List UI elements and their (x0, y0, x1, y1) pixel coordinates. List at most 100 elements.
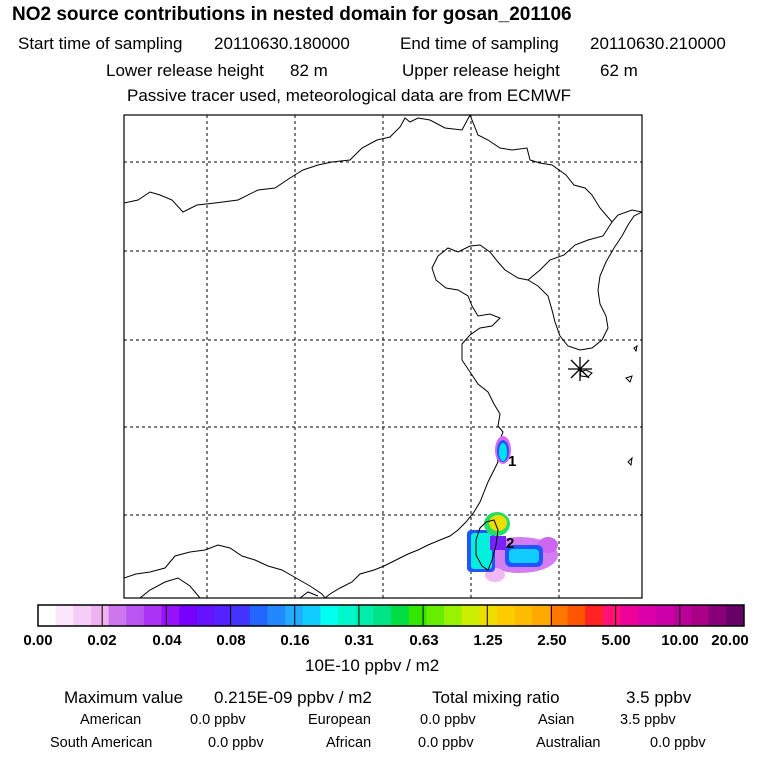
colorbar-swatch (532, 605, 551, 626)
colorbar-swatch (585, 605, 604, 626)
colorbar-swatch (655, 605, 674, 626)
colorbar-swatch (355, 605, 374, 626)
asterisk-icon (568, 357, 592, 381)
colorbar-level-label: 0.02 (87, 632, 117, 649)
upper-release-value: 62 m (600, 61, 638, 80)
colorbar-swatch (90, 605, 110, 626)
colorbar-level-label: 10.00 (661, 632, 699, 649)
colorbar-swatch (320, 605, 339, 626)
region-value: 3.5 ppbv (620, 712, 676, 728)
colorbar-swatch (373, 605, 392, 626)
colorbar-level-label: 0.16 (280, 632, 310, 649)
mongolia-border (124, 115, 471, 213)
plot-title: NO2 source contributions in nested domai… (12, 4, 572, 25)
colorbar-swatch (479, 605, 498, 626)
colorbar-swatch (232, 605, 251, 626)
colorbar-swatch (549, 605, 568, 626)
colorbar-swatch (55, 605, 74, 626)
colorbar-swatch (302, 605, 321, 626)
colorbar-swatch (214, 605, 233, 626)
laos-border (139, 577, 201, 598)
lower-release-label: Lower release height (106, 61, 264, 80)
start-time-value: 20110630.180000 (214, 34, 350, 53)
colorbar-level-label: 0.31 (344, 632, 374, 649)
colorbar-swatch (620, 605, 639, 626)
plume-2-east-core (509, 549, 539, 563)
taiwan-outline-overlay (475, 519, 499, 571)
colorbar-swatch (161, 605, 180, 626)
plume-1-core (499, 443, 507, 461)
coastlines (124, 115, 642, 598)
max-value-label: Maximum value (64, 688, 184, 707)
colorbar-unit: 10E-10 ppbv / m2 (305, 656, 440, 675)
end-time-label: End time of sampling (400, 34, 559, 53)
colorbar-swatch (249, 605, 268, 626)
end-time-value: 20110630.210000 (590, 34, 726, 53)
region-name: African (326, 735, 372, 751)
upper-release-label: Upper release height (402, 61, 560, 80)
colorbar-swatch (38, 605, 57, 626)
colorbar (38, 605, 745, 626)
colorbar-swatch (602, 605, 621, 626)
region-name: European (308, 712, 371, 728)
colorbar-level-label: 2.50 (537, 632, 567, 649)
map-frame (123, 114, 643, 599)
graticule (124, 115, 642, 598)
colorbar-swatch (426, 605, 445, 626)
start-time-label: Start time of sampling (18, 34, 183, 53)
colorbar-swatch (73, 605, 92, 626)
colorbar-swatch (443, 605, 463, 626)
tracer-note: Passive tracer used, meteorological data… (127, 86, 572, 105)
colorbar-swatch (708, 605, 727, 626)
region-name: Australian (536, 735, 601, 751)
colorbar-swatch (496, 605, 516, 626)
total-mixing-value: 3.5 ppbv (626, 688, 692, 707)
region-name: South American (50, 735, 153, 751)
colorbar-swatch (726, 605, 745, 626)
bohai-coast (324, 244, 529, 598)
source-label-2: 2 (506, 535, 514, 552)
colorbar-swatch (408, 605, 427, 626)
plume-2-north-core (489, 515, 507, 531)
lower-release-value: 82 m (290, 61, 328, 80)
plume-2-west-core (471, 533, 492, 569)
colorbar-level-label: 20.00 (711, 632, 749, 649)
china-vietnam-border (124, 544, 326, 598)
hainan-coast (299, 591, 319, 598)
colorbar-swatch (126, 605, 145, 626)
colorbar-swatch (338, 605, 357, 626)
region-name: Asian (538, 712, 575, 728)
japan-islets (625, 344, 638, 467)
map-area: 1 2 (124, 115, 642, 598)
colorbar-level-label: 0.08 (216, 632, 246, 649)
colorbar-swatch (179, 605, 198, 626)
region-value: 0.0 ppbv (420, 712, 476, 728)
colorbar-swatch (143, 605, 163, 626)
colorbar-swatch (461, 605, 480, 626)
manchuria-border (469, 115, 642, 223)
colorbar-swatch (196, 605, 215, 626)
colorbar-swatch (638, 605, 657, 626)
china-korea-border (527, 221, 613, 281)
colorbar-level-label: 0.00 (23, 632, 53, 649)
colorbar-swatch (567, 605, 586, 626)
colorbar-swatch (514, 605, 533, 626)
region-name: American (80, 712, 142, 728)
colorbar-swatch (673, 605, 692, 626)
colorbar-swatch (691, 605, 710, 626)
plumes (467, 436, 558, 582)
colorbar-level-label: 0.04 (152, 632, 182, 649)
region-value: 0.0 ppbv (190, 712, 246, 728)
total-mixing-label: Total mixing ratio (432, 688, 560, 707)
region-value: 0.0 ppbv (418, 735, 474, 751)
colorbar-level-label: 5.00 (601, 632, 631, 649)
colorbar-frame (37, 604, 745, 627)
plume-2-halo-east (538, 537, 558, 553)
max-value: 0.215E-09 ppbv / m2 (214, 688, 372, 707)
korea-coast (527, 211, 642, 351)
colorbar-level-label: 1.25 (473, 632, 503, 649)
region-value: 0.0 ppbv (650, 735, 706, 751)
colorbar-swatch (267, 605, 286, 626)
region-value: 0.0 ppbv (208, 735, 264, 751)
